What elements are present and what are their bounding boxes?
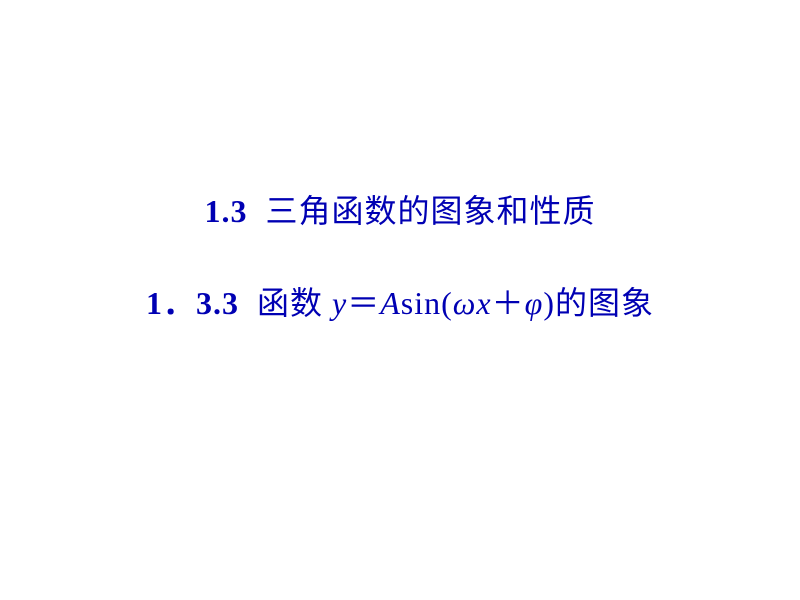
section-number-2: 1．3.3	[146, 285, 239, 321]
section-title-line-1: 1.3 三角函数的图象和性质	[0, 186, 800, 232]
formula-omega: ω	[453, 285, 477, 321]
section-title-1-text: 三角函数的图象和性质	[265, 193, 595, 229]
formula-x: x	[476, 285, 491, 321]
title-suffix: 的图象	[555, 285, 654, 321]
formula-close: )	[543, 285, 555, 321]
section-number-1: 1.3	[204, 193, 247, 229]
section-title-line-2: 1．3.3 函数 y＝Asin(ωx＋φ)的图象	[0, 278, 800, 324]
formula-y: y	[332, 285, 347, 321]
title-prefix: 函数	[257, 285, 332, 321]
formula-plus: ＋	[492, 285, 525, 321]
formula-sin: sin(	[401, 285, 453, 321]
formula-phi: φ	[525, 285, 544, 321]
formula-eq: ＝	[347, 285, 380, 321]
formula-A: A	[380, 285, 401, 321]
